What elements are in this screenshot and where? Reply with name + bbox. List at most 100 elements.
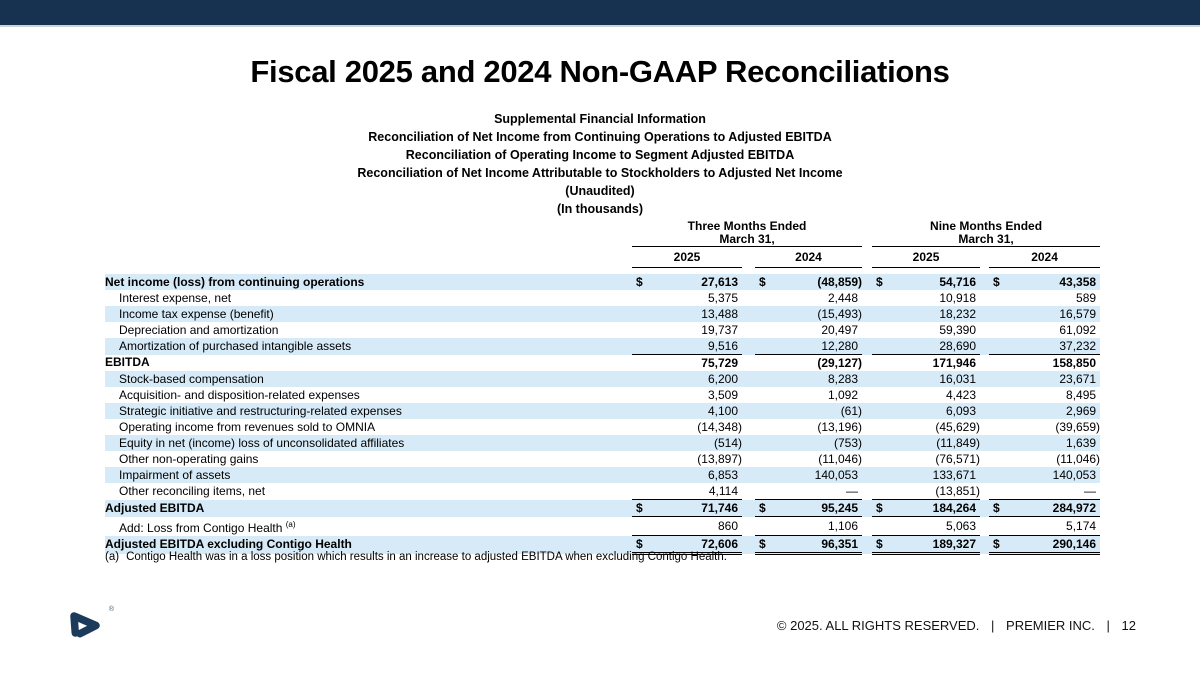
value-cell: (29,127) — [755, 355, 862, 372]
cell-value: 171,946 — [932, 355, 977, 370]
cell-value: 19,737 — [701, 322, 738, 337]
empty-cell — [862, 247, 872, 268]
cell-value: (11,849) — [936, 435, 981, 450]
column-gap — [742, 306, 755, 322]
value-cell: 37,232 — [989, 338, 1101, 355]
cell-value: 5,063 — [946, 518, 977, 533]
column-gap — [742, 338, 755, 355]
year-header: 2025 — [872, 246, 981, 268]
page-title: Fiscal 2025 and 2024 Non-GAAP Reconcilia… — [250, 54, 950, 89]
value-cell: $284,972 — [989, 499, 1101, 517]
cell-value: 189,327 — [932, 536, 977, 551]
column-gap — [742, 274, 755, 290]
footnote: (a) Contigo Health was in a loss position… — [105, 551, 727, 563]
table-row: Stock-based compensation 6,200 8,283 16,031… — [105, 371, 1101, 387]
value-cell: 4,423 — [872, 387, 980, 403]
value-cell: 19,737 — [632, 322, 742, 338]
cell-value: 290,146 — [1052, 536, 1097, 551]
row-label-text: Interest expense, net — [119, 290, 232, 305]
table-row: Impairment of assets 6,853 140,053 133,671 1… — [105, 467, 1101, 483]
registered-mark: ® — [108, 606, 114, 613]
year-header: 2025 — [632, 246, 742, 268]
premier-logo: ® — [62, 604, 114, 654]
cell-value: (15,493) — [817, 306, 863, 321]
column-gap — [742, 499, 755, 517]
table-row: Income tax expense (benefit) 13,488 (15,49… — [105, 306, 1101, 322]
cell-value: 5,174 — [1066, 518, 1097, 533]
subtitle-line: Reconciliation of Net Income Attributabl… — [357, 166, 843, 180]
cell-value: 1,106 — [828, 518, 859, 533]
cell-value: 589 — [1076, 290, 1097, 305]
row-label: Adjusted EBITDA — [105, 499, 632, 517]
cell-value: (514) — [713, 435, 742, 450]
subtitle-line: (In thousands) — [556, 202, 644, 216]
cell-value: (76,571) — [935, 451, 981, 466]
cell-value: 96,351 — [821, 536, 859, 551]
value-cell: (753) — [755, 435, 863, 451]
value-cell: 61,092 — [989, 322, 1100, 338]
value-cell: 2,969 — [989, 403, 1101, 419]
cell-value: (753) — [834, 435, 863, 450]
copyright-text: © 2025. ALL RIGHTS RESERVED. — [776, 618, 980, 633]
column-gap — [980, 274, 990, 290]
row-label-text: Acquisition- and disposition-related exp… — [119, 387, 360, 402]
cell-value: (13,851) — [935, 483, 981, 498]
column-gap — [980, 419, 989, 435]
column-gap — [980, 483, 989, 500]
row-label: Strategic initiative and restructuring-r… — [105, 403, 632, 419]
cell-value: 12,280 — [821, 338, 859, 353]
value-cell: 16,579 — [989, 306, 1101, 322]
cell-value: 6,093 — [946, 403, 977, 418]
column-gap — [742, 403, 755, 419]
row-label: Depreciation and amortization — [105, 322, 632, 338]
cell-value: 133,671 — [932, 467, 977, 482]
cell-value: 54,716 — [939, 274, 977, 289]
row-label: Other reconciling items, net — [105, 483, 632, 500]
column-gap — [862, 306, 873, 322]
value-cell: $290,146 — [989, 535, 1101, 555]
group-header-row: Three Months Ended March 31, Nine Months… — [105, 220, 1101, 247]
column-gap — [742, 371, 755, 387]
value-cell: 171,946 — [872, 355, 980, 372]
value-cell: 13,488 — [632, 306, 742, 322]
cell-value: 8,283 — [828, 371, 859, 386]
column-gap — [742, 322, 755, 338]
footnote-marker: (a) — [285, 519, 296, 529]
cell-value: 20,497 — [821, 322, 859, 337]
row-label-text: Amortization of purchased intangible ass… — [119, 338, 352, 353]
row-label-text: Net income (loss) from continuing operat… — [105, 274, 365, 289]
value-cell: (61) — [755, 403, 863, 419]
row-label-text: Income tax expense (benefit) — [119, 306, 274, 321]
table-row: Strategic initiative and restructuring-r… — [105, 403, 1101, 419]
dollar-sign: $ — [993, 274, 1000, 289]
row-label: Add: Loss from Contigo Health (a) — [105, 517, 632, 536]
column-gap — [980, 451, 989, 467]
column-gap — [862, 483, 872, 500]
row-label: Acquisition- and disposition-related exp… — [105, 387, 632, 403]
empty-cell — [105, 247, 632, 268]
value-cell: (514) — [632, 435, 742, 451]
subtitle-block: Supplemental Financial Information Recon… — [0, 110, 1200, 218]
dollar-sign: $ — [993, 536, 1000, 551]
column-gap — [862, 338, 873, 355]
value-cell: 6,093 — [872, 403, 981, 419]
table-row: EBITDA 75,729 (29,127) 171,946 158,850 — [105, 355, 1100, 372]
footnote-text: Contigo Health was in a loss position wh… — [126, 551, 727, 563]
cell-value: 72,606 — [701, 536, 738, 551]
row-label-text: Operating income from revenues sold to O… — [119, 419, 376, 434]
subtitle-line: (Unaudited) — [565, 184, 635, 198]
value-cell: $ (48,859) — [755, 274, 863, 290]
cell-value: 184,264 — [932, 500, 977, 515]
table-row: Amortization of purchased intangible ass… — [105, 338, 1101, 355]
cell-value: 61,092 — [1059, 322, 1097, 337]
value-cell: (11,046) — [989, 451, 1100, 467]
row-label-text: Strategic initiative and restructuring-r… — [119, 403, 402, 418]
value-cell: 59,390 — [872, 322, 980, 338]
cell-value: 13,488 — [701, 306, 738, 321]
cell-value: 8,495 — [1066, 387, 1097, 402]
cell-value: 6,200 — [707, 371, 738, 386]
row-label: Income tax expense (benefit) — [105, 306, 632, 322]
column-gap — [862, 387, 872, 403]
cell-value: 1,092 — [828, 387, 859, 402]
